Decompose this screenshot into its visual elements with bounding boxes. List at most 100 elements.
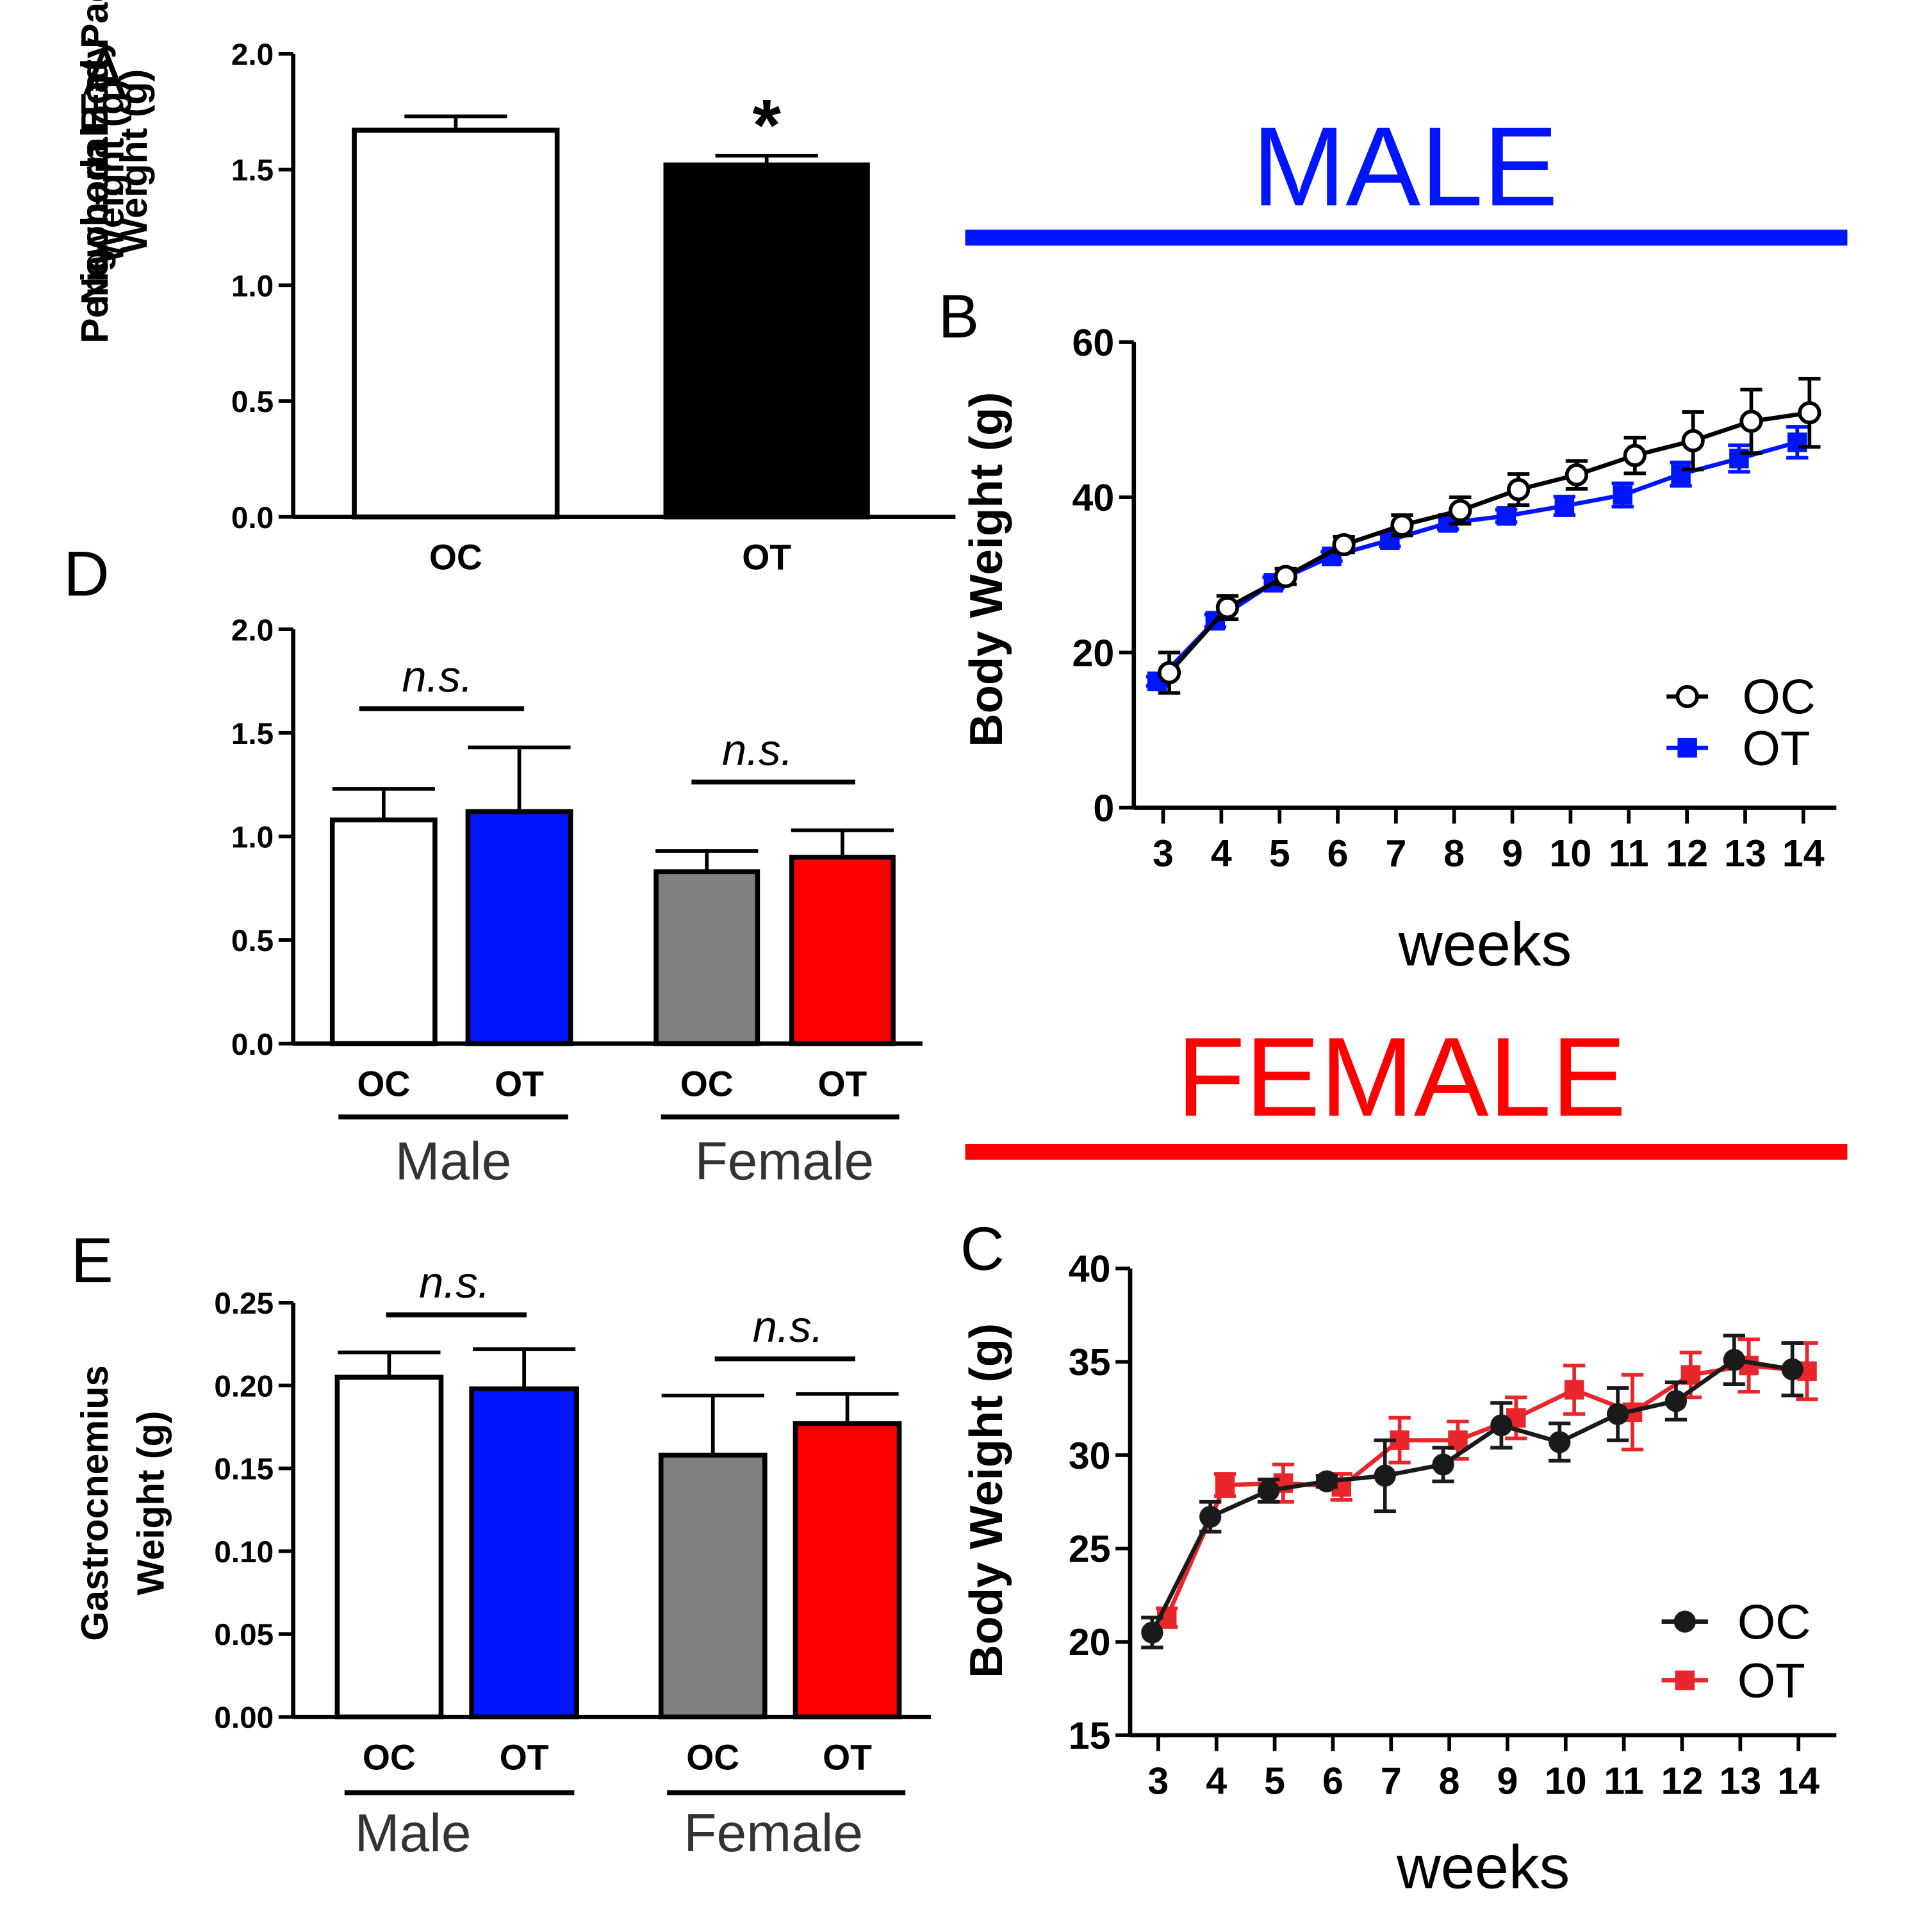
- panel-label: A: [83, 37, 126, 108]
- data-point-oc: [1390, 513, 1414, 537]
- data-point-ot: [1671, 464, 1691, 484]
- y-tick-label: 30: [1069, 1434, 1111, 1477]
- y-axis-label: Weight (g): [89, 79, 132, 263]
- x-tick-label: 9: [1502, 832, 1523, 875]
- legend-marker: [1675, 684, 1699, 709]
- x-tick-label: 12: [1666, 832, 1708, 875]
- data-point-ot: [1554, 496, 1575, 516]
- legend-marker: [1677, 738, 1697, 758]
- x-tick-label: 12: [1661, 1760, 1704, 1803]
- bar: [352, 128, 560, 520]
- bar: [653, 869, 760, 1046]
- bar: [329, 817, 438, 1046]
- series-line-oc: [1150, 1357, 1793, 1634]
- y-tick-label: 20: [1069, 1621, 1111, 1664]
- female-header-bar: [965, 1143, 1848, 1160]
- legend-marker: [1673, 1610, 1696, 1633]
- category-label: OT: [823, 1737, 872, 1777]
- significance-label: n.s.: [722, 725, 793, 775]
- x-tick-label: 6: [1322, 1760, 1343, 1803]
- x-tick-label: 11: [1609, 832, 1649, 875]
- group-label: Female: [694, 1130, 874, 1191]
- legend-label: OT: [1742, 722, 1810, 776]
- x-tick-label: 10: [1545, 1760, 1587, 1803]
- group-label: Female: [684, 1803, 863, 1863]
- bar: [658, 1452, 768, 1720]
- data-point-oc: [1332, 533, 1356, 557]
- y-axis-label: Body Weight (g): [960, 392, 1012, 747]
- data-point-oc: [1781, 1358, 1803, 1381]
- category-label: OC: [429, 538, 482, 577]
- y-tick-label: 60: [1072, 321, 1114, 364]
- x-tick-label: 10: [1550, 832, 1592, 875]
- y-axis-label: Perigonadal Fat Pad: [73, 0, 116, 343]
- significance-label: n.s.: [753, 1302, 824, 1351]
- y-tick-label: 0.0: [231, 1028, 274, 1062]
- data-point-ot: [1613, 485, 1632, 505]
- x-tick-label: 11: [1604, 1760, 1644, 1803]
- x-tick-label: 8: [1439, 1760, 1460, 1803]
- x-axis-label: weeks: [1398, 911, 1572, 979]
- y-tick-label: 2.0: [231, 613, 274, 647]
- y-tick-label: 40: [1069, 1247, 1111, 1290]
- x-tick-label: 6: [1327, 832, 1349, 875]
- x-tick-label: 7: [1385, 832, 1406, 875]
- group-label: Male: [395, 1130, 512, 1191]
- y-tick-label: 2.0: [231, 38, 274, 72]
- y-tick-label: 25: [1069, 1528, 1111, 1571]
- x-tick-label: 3: [1147, 1760, 1169, 1803]
- x-tick-label: 8: [1443, 832, 1465, 875]
- data-point-oc: [1215, 595, 1240, 620]
- y-tick-label: 15: [1069, 1714, 1111, 1757]
- data-point-oc: [1606, 1403, 1629, 1425]
- panel-label: E: [71, 1225, 113, 1296]
- male-header-bar: [965, 229, 1848, 246]
- category-label: OT: [742, 538, 791, 577]
- x-tick-label: 4: [1211, 832, 1232, 875]
- y-tick-label: 0.00: [214, 1701, 274, 1735]
- data-point-ot: [1496, 506, 1516, 526]
- series-line-ot: [1155, 440, 1798, 683]
- data-point-oc: [1199, 1505, 1222, 1528]
- panel-c-female-body-weight: C Body Weight (g) 15 20 25 30 35 40 3 4 5 6 7 8 9 10 11 1…: [960, 1215, 1837, 1901]
- data-point-oc: [1798, 401, 1821, 425]
- significance-star: *: [752, 85, 781, 167]
- x-tick-label: 14: [1782, 832, 1825, 875]
- y-tick-label: 35: [1069, 1341, 1111, 1383]
- data-point-oc: [1664, 1390, 1688, 1412]
- y-tick-label: 0.5: [231, 385, 274, 419]
- data-point-oc: [1274, 565, 1297, 588]
- y-tick-label: 1.0: [231, 269, 274, 303]
- category-label: OT: [818, 1064, 867, 1104]
- data-point-oc: [1549, 1431, 1571, 1453]
- series-line-oc: [1167, 410, 1810, 675]
- y-axis-label: Weight (g): [112, 69, 155, 254]
- x-axis-label: weeks: [1396, 1833, 1570, 1901]
- y-axis-label: Newborn Body: [73, 37, 116, 304]
- category-label: OC: [363, 1737, 416, 1777]
- y-tick-label: 20: [1072, 631, 1114, 674]
- data-point-oc: [1432, 1453, 1454, 1476]
- data-point-ot: [1215, 1475, 1235, 1495]
- y-axis-label: Body Weight (g): [960, 1323, 1012, 1678]
- data-point-oc: [1739, 409, 1763, 433]
- significance-label: n.s.: [419, 1258, 490, 1307]
- data-point-oc: [1681, 429, 1705, 452]
- bar: [469, 1386, 579, 1720]
- y-tick-label: 1.5: [231, 717, 274, 751]
- data-point-oc: [1374, 1464, 1396, 1487]
- panel-b-male-body-weight: B Body Weight (g) 0 20 40 60 3 4 5 6 7 8 9 10 11 12 13 14…: [939, 283, 1837, 979]
- panel-e-gastrocnemius-weight: E Gastrocnemius Weight (g) 0.00 0.05 0.10 0.15…: [71, 1225, 932, 1863]
- panel-label: C: [960, 1215, 1005, 1283]
- y-tick-label: 0.5: [231, 924, 274, 958]
- bar: [789, 854, 896, 1046]
- category-label: OC: [357, 1064, 410, 1104]
- category-label: OC: [680, 1064, 734, 1104]
- y-tick-label: 0.25: [214, 1287, 274, 1321]
- legend-marker: [1675, 1670, 1695, 1690]
- y-tick-label: 0.10: [214, 1535, 274, 1569]
- y-tick-label: 0: [1093, 787, 1114, 830]
- bar: [465, 809, 573, 1046]
